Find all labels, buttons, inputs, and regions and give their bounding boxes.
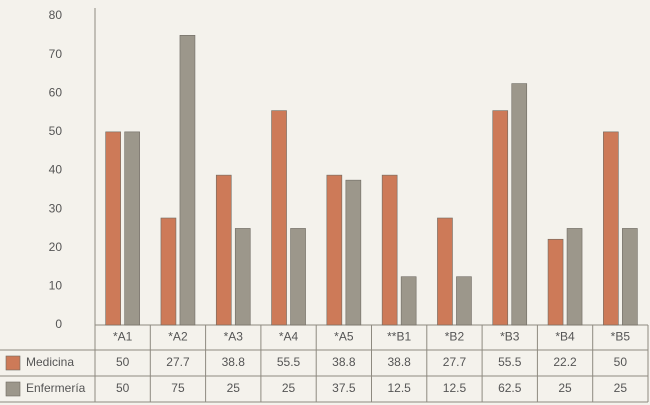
bar <box>345 179 362 326</box>
table-value: 22.2 <box>553 355 577 369</box>
x-tick-label: *B3 <box>500 330 520 344</box>
bar <box>124 131 140 326</box>
legend-label: Enfermería <box>26 381 86 395</box>
y-tick-label: 60 <box>49 85 63 99</box>
y-tick-label: 70 <box>49 47 63 61</box>
y-tick-label: 20 <box>49 240 63 254</box>
y-tick-label: 30 <box>49 201 63 215</box>
bar <box>456 276 472 326</box>
bar <box>290 228 306 326</box>
table-value: 27.7 <box>443 355 467 369</box>
bar <box>179 35 196 326</box>
x-tick-label: *A3 <box>224 330 244 344</box>
table-value: 38.8 <box>332 355 356 369</box>
y-tick-label: 50 <box>49 124 63 138</box>
table-value: 50 <box>116 355 130 369</box>
legend-label: Medicina <box>26 355 74 369</box>
table-value: 50 <box>116 381 130 395</box>
bar <box>381 174 398 326</box>
y-tick-label: 0 <box>55 317 62 331</box>
table-value: 25 <box>227 381 241 395</box>
table-value: 12.5 <box>443 381 467 395</box>
y-tick-label: 40 <box>49 163 63 177</box>
y-tick-label: 10 <box>49 279 63 293</box>
table-value: 55.5 <box>498 355 522 369</box>
bar <box>566 228 583 326</box>
table-value: 38.8 <box>387 355 411 369</box>
table-value: 25 <box>282 381 296 395</box>
x-tick-label: *A1 <box>113 330 133 344</box>
x-tick-label: *A2 <box>168 330 188 344</box>
table-value: 75 <box>171 381 185 395</box>
table-value: 12.5 <box>387 381 411 395</box>
bar <box>437 217 453 326</box>
table-value: 25 <box>558 381 572 395</box>
table-value: 25 <box>614 381 628 395</box>
x-tick-label: *B4 <box>555 330 575 344</box>
legend-swatch <box>5 355 21 371</box>
x-tick-label: **B1 <box>387 330 411 344</box>
table-value: 38.8 <box>222 355 246 369</box>
bar <box>547 238 564 326</box>
x-tick-label: *A4 <box>279 330 299 344</box>
bar <box>215 174 232 326</box>
bar <box>326 174 343 326</box>
bar <box>105 131 121 326</box>
bar <box>234 228 251 326</box>
table-value: 62.5 <box>498 381 522 395</box>
bar <box>400 276 417 326</box>
x-tick-label: *A5 <box>334 330 354 344</box>
table-value: 37.5 <box>332 381 356 395</box>
bar <box>622 228 638 326</box>
bar <box>603 131 619 326</box>
x-tick-label: *B5 <box>611 330 631 344</box>
legend-swatch <box>5 381 21 397</box>
bar <box>492 110 509 326</box>
table-value: 50 <box>614 355 628 369</box>
bar <box>271 110 287 326</box>
table-value: 55.5 <box>277 355 301 369</box>
bar <box>160 217 177 326</box>
x-tick-label: *B2 <box>445 330 465 344</box>
y-tick-label: 80 <box>49 8 63 22</box>
bar <box>511 83 528 326</box>
table-value: 27.7 <box>166 355 190 369</box>
